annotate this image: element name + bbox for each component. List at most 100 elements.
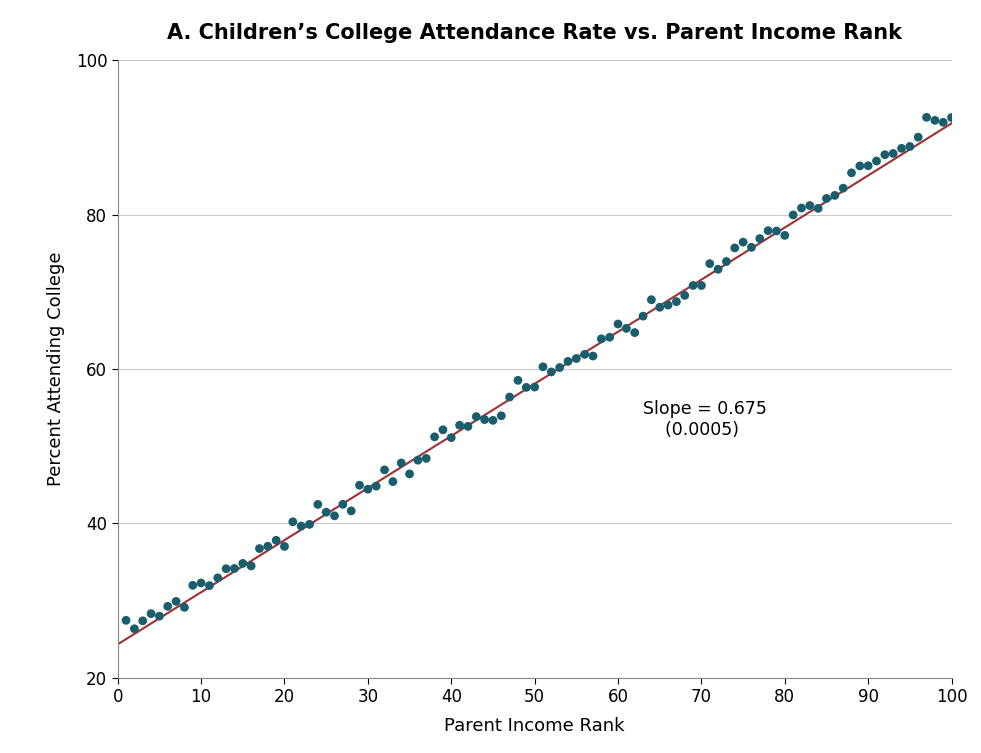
Point [393,457,409,469]
Point [436,424,451,436]
Point [493,410,509,422]
Point [927,114,943,127]
Point [744,241,759,253]
Point [894,142,909,154]
Point [369,480,385,492]
Point [143,608,159,620]
Point [460,420,476,432]
Point [836,182,852,194]
Point [260,540,276,552]
Point [810,203,826,215]
Y-axis label: Percent Attending College: Percent Attending College [46,252,65,486]
Point [336,498,351,511]
Point [227,562,242,575]
Point [918,111,934,123]
Point [819,193,835,205]
Point [151,610,167,622]
Point [193,577,209,589]
Point [419,453,435,465]
Point [636,310,651,322]
Point [202,580,218,592]
Point [235,557,251,569]
Point [210,572,226,584]
Point [651,301,667,313]
Point [860,160,876,172]
Point [585,350,600,362]
Point [318,506,334,518]
Point [477,413,492,425]
Point [702,258,718,270]
Point [127,623,142,635]
Point [752,233,768,245]
Point [385,476,401,488]
Point [169,596,184,608]
Point [560,355,576,367]
Point [944,111,959,123]
Point [827,190,843,202]
Point [252,542,268,554]
Point [293,520,309,532]
Point [427,431,442,443]
Point [710,264,726,276]
Point [502,391,518,403]
Point [694,279,709,291]
Point [644,294,659,306]
Point [177,602,192,614]
Point [527,381,542,393]
Point [269,535,284,547]
Point [360,483,376,495]
Point [451,419,467,431]
Point [551,361,567,373]
Point [510,374,526,386]
Point [351,479,367,491]
Point [185,579,201,591]
Point [284,516,300,528]
Point [727,242,743,254]
Point [135,614,151,626]
Title: A. Children’s College Attendance Rate vs. Parent Income Rank: A. Children’s College Attendance Rate vs… [167,23,903,44]
Point [786,209,801,221]
Point [469,410,485,422]
Point [910,131,926,143]
Point [310,498,326,511]
Point [660,299,676,311]
Point [443,431,459,444]
Point [877,148,893,160]
Point [719,255,735,267]
Point [903,141,918,153]
Point [327,510,342,522]
Point [610,318,626,330]
Point [685,279,700,291]
Point [602,331,618,343]
Point [869,155,885,167]
Point [343,505,359,517]
Point [543,366,559,378]
Point [852,160,868,172]
Point [777,230,793,242]
Point [402,468,418,480]
Point [794,202,809,214]
Point [769,225,785,237]
Point [577,349,593,361]
Point [118,614,133,626]
Point [594,333,609,345]
Text: Slope = 0.675
    (0.0005): Slope = 0.675 (0.0005) [644,400,767,439]
Point [669,296,685,308]
Point [519,381,535,393]
Point [277,541,292,553]
Point [160,600,176,612]
Point [569,352,585,364]
Point [486,414,501,426]
Point [302,518,318,530]
Point [844,167,859,179]
Point [536,361,551,373]
Point [802,200,818,212]
Point [760,224,776,236]
Point [410,454,426,466]
Point [627,327,643,339]
Point [677,289,693,301]
Point [243,560,259,572]
Point [736,236,751,248]
Point [886,148,902,160]
Point [619,322,635,334]
